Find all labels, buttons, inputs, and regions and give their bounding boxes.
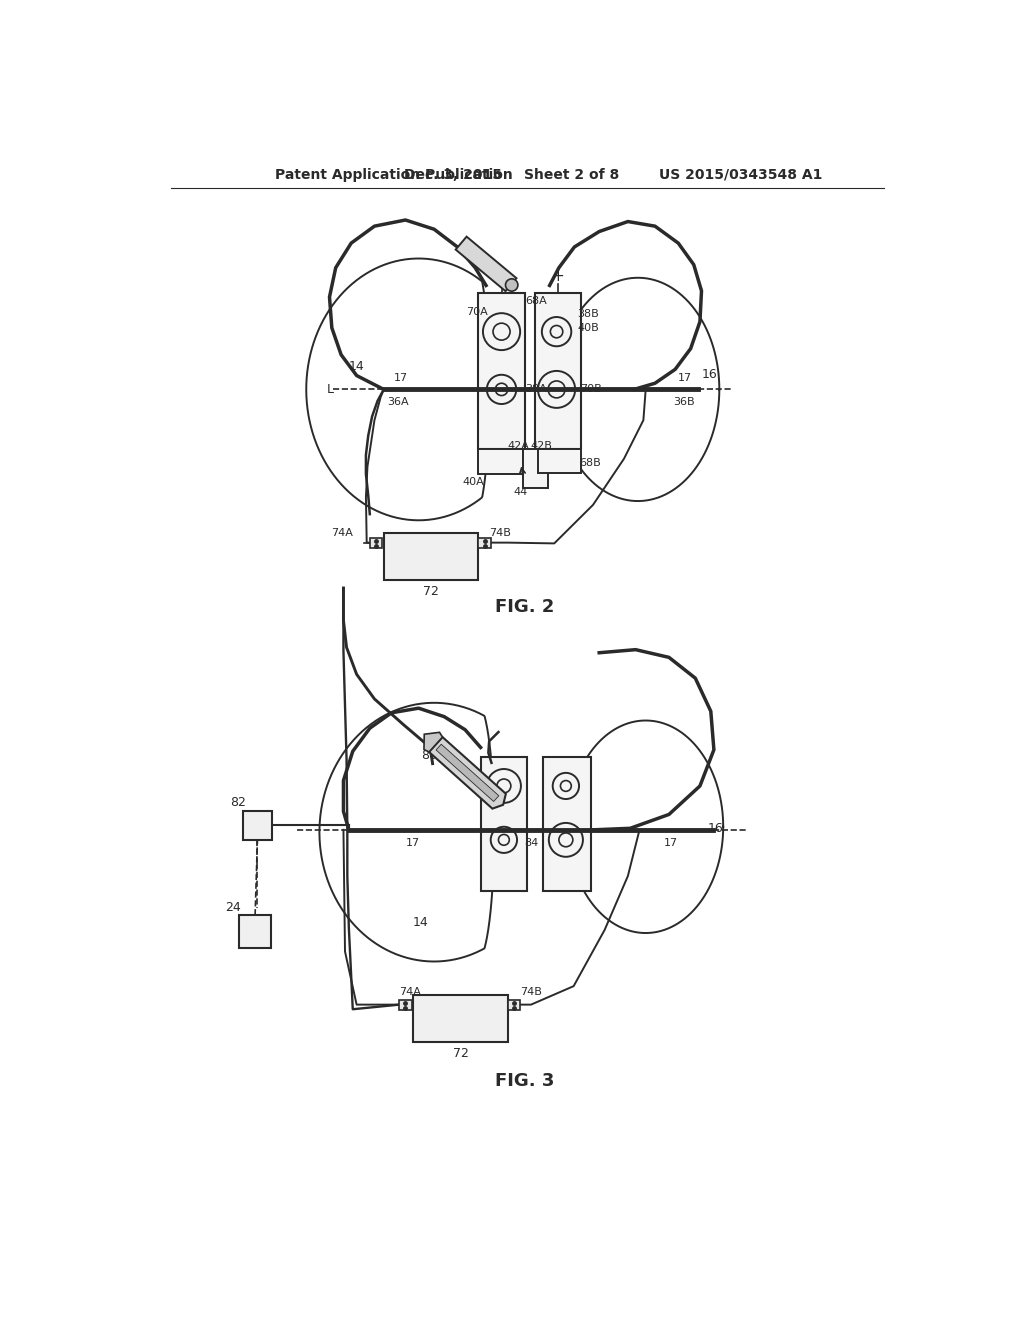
Text: 17: 17 bbox=[664, 838, 678, 847]
Text: 70A: 70A bbox=[466, 308, 487, 317]
Text: +: + bbox=[496, 269, 508, 284]
Text: 14: 14 bbox=[349, 360, 365, 372]
Text: +: + bbox=[552, 269, 564, 284]
Text: 17: 17 bbox=[678, 372, 691, 383]
Text: 68B: 68B bbox=[579, 458, 601, 469]
Text: Dec. 3, 2015: Dec. 3, 2015 bbox=[404, 168, 503, 182]
Text: FIG. 3: FIG. 3 bbox=[496, 1072, 554, 1090]
Text: Patent Application Publication: Patent Application Publication bbox=[275, 168, 513, 182]
Text: 68A: 68A bbox=[524, 296, 547, 306]
Text: 44: 44 bbox=[514, 487, 528, 496]
Bar bbox=[478, 450, 523, 474]
Text: 42A: 42A bbox=[508, 441, 529, 450]
Text: 16: 16 bbox=[708, 822, 723, 834]
Bar bbox=[399, 1001, 412, 1010]
Bar bbox=[535, 293, 582, 449]
Text: 14: 14 bbox=[413, 916, 429, 929]
Polygon shape bbox=[424, 733, 442, 752]
Text: C: C bbox=[250, 924, 261, 939]
Circle shape bbox=[506, 279, 518, 292]
Bar bbox=[478, 293, 524, 449]
Bar bbox=[478, 539, 490, 548]
Text: 24: 24 bbox=[225, 902, 242, 915]
Text: HTA: HTA bbox=[442, 1010, 479, 1027]
Text: 17: 17 bbox=[394, 372, 408, 383]
Bar bbox=[538, 450, 582, 473]
Text: 38A: 38A bbox=[524, 384, 547, 395]
Text: 36B: 36B bbox=[674, 397, 695, 408]
Bar bbox=[243, 810, 272, 840]
Polygon shape bbox=[456, 236, 516, 292]
Text: 36A: 36A bbox=[387, 397, 409, 408]
Text: Sheet 2 of 8: Sheet 2 of 8 bbox=[524, 168, 620, 182]
Text: 74A: 74A bbox=[331, 528, 352, 537]
Polygon shape bbox=[429, 737, 506, 809]
Bar bbox=[480, 758, 527, 891]
Text: 40A: 40A bbox=[462, 477, 483, 487]
Text: 38B: 38B bbox=[578, 309, 599, 319]
Text: 42B: 42B bbox=[530, 441, 552, 450]
Text: 74A: 74A bbox=[399, 986, 421, 997]
Bar bbox=[543, 758, 591, 891]
Text: 84: 84 bbox=[524, 838, 539, 847]
Text: 72: 72 bbox=[453, 1047, 468, 1060]
Text: 74B: 74B bbox=[520, 986, 542, 997]
Text: 82: 82 bbox=[230, 796, 246, 809]
Bar bbox=[414, 995, 508, 1043]
Text: 40B: 40B bbox=[578, 323, 599, 333]
Text: 74B: 74B bbox=[489, 528, 511, 537]
Text: 72: 72 bbox=[423, 585, 439, 598]
Text: 70B: 70B bbox=[580, 384, 601, 395]
Bar bbox=[384, 533, 478, 581]
Bar bbox=[239, 915, 271, 948]
Text: US 2015/0343548 A1: US 2015/0343548 A1 bbox=[658, 168, 822, 182]
Bar bbox=[370, 539, 382, 548]
Text: HTA: HTA bbox=[413, 548, 450, 565]
Text: 17: 17 bbox=[407, 838, 420, 847]
Text: L: L bbox=[327, 383, 334, 396]
Polygon shape bbox=[436, 744, 499, 801]
Bar bbox=[523, 449, 548, 488]
Text: FIG. 2: FIG. 2 bbox=[496, 598, 554, 615]
Bar bbox=[508, 1001, 520, 1010]
Text: 80: 80 bbox=[421, 748, 436, 762]
Text: 16: 16 bbox=[701, 367, 717, 380]
